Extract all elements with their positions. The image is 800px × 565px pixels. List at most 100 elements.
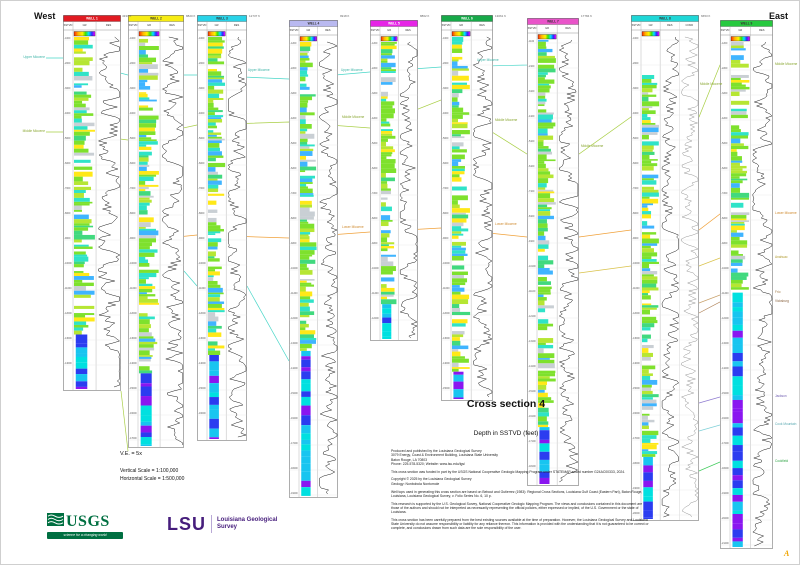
log-curve (319, 41, 338, 495)
svg-text:-4200: -4200 (371, 117, 378, 120)
svg-text:-16200: -16200 (721, 417, 729, 420)
svg-text:-3000: -3000 (198, 87, 205, 90)
svg-text:-12200: -12200 (290, 317, 298, 320)
svg-text:SSTVD: SSTVD (632, 23, 641, 27)
well-panel-9: WELL 9 SSTVD GR RES -1200 -2200 -3200 -4200 -520… (720, 20, 773, 549)
svg-text:RES: RES (479, 23, 485, 27)
well-name: WELL 6 (461, 17, 473, 21)
svg-text:-12000: -12000 (632, 312, 640, 315)
svg-text:-4000: -4000 (198, 112, 205, 115)
svg-text:-15100: -15100 (528, 390, 536, 393)
svg-text:-4200: -4200 (290, 117, 297, 120)
track-header-labels: SSTVD GR RES (129, 23, 175, 27)
usgs-logo: USGS science for a changing world (47, 513, 123, 539)
svg-text:-14000: -14000 (64, 362, 72, 365)
svg-text:RES: RES (234, 23, 240, 27)
svg-text:-2200: -2200 (371, 67, 378, 70)
svg-text:-10200: -10200 (290, 267, 298, 270)
credit-paragraph-3: Copyright © 2025 by the Louisiana Geolog… (391, 477, 472, 486)
svg-text:-5200: -5200 (290, 142, 297, 145)
well-name: WELL 1 (86, 17, 98, 21)
svg-text:-15000: -15000 (129, 387, 137, 390)
svg-text:RES: RES (667, 23, 673, 27)
scale-block: V.E. = 5x Vertical Scale = 1:100,000 Hor… (120, 451, 184, 483)
lithology-track (642, 75, 660, 519)
lsu-divider (211, 515, 212, 533)
well-name: WELL 9 (741, 22, 753, 26)
credits-block: Produced and published by the Louisiana … (391, 449, 651, 534)
svg-text:-4000: -4000 (442, 112, 449, 115)
well-header (441, 15, 493, 22)
svg-text:-11200: -11200 (721, 292, 729, 295)
svg-text:-4000: -4000 (129, 112, 136, 115)
track-header-labels: SSTVD GR RES (290, 28, 331, 32)
svg-text:-12200: -12200 (371, 317, 379, 320)
well-header (63, 15, 121, 22)
track-header-labels: SSTVD GR RES (371, 28, 411, 32)
svg-text:SSTVD: SSTVD (129, 23, 138, 27)
usgs-flag-icon (47, 513, 64, 531)
svg-text:-21200: -21200 (721, 542, 729, 545)
svg-text:SSTVD: SSTVD (442, 23, 451, 27)
svg-text:GR: GR (147, 23, 151, 27)
svg-text:-11000: -11000 (632, 287, 640, 290)
svg-text:-17100: -17100 (528, 440, 536, 443)
well-panel-8: WELL 8 SSTVD GR RES COND -1000 -2000 -3000 -4000… (631, 15, 699, 521)
colorbar (138, 31, 160, 37)
svg-text:-10200: -10200 (371, 267, 379, 270)
svg-text:-1000: -1000 (64, 37, 71, 40)
svg-text:-7100: -7100 (528, 190, 535, 193)
credit-paragraph-5: This research is supported by the U.S. G… (391, 501, 643, 515)
svg-text:SSTVD: SSTVD (198, 23, 207, 27)
svg-text:-3000: -3000 (64, 87, 71, 90)
svg-text:-16000: -16000 (129, 412, 137, 415)
lithology-track (731, 42, 750, 547)
svg-text:-7000: -7000 (198, 187, 205, 190)
well-name: WELL 3 (216, 17, 228, 21)
svg-text:-5200: -5200 (721, 142, 728, 145)
colorbar (537, 34, 557, 40)
svg-text:-5100: -5100 (528, 140, 535, 143)
svg-text:RES: RES (106, 23, 112, 27)
svg-text:GR: GR (649, 23, 653, 27)
colorbar (641, 31, 660, 37)
svg-text:-13000: -13000 (64, 337, 72, 340)
svg-text:-14000: -14000 (129, 362, 137, 365)
svg-text:-3200: -3200 (290, 92, 297, 95)
svg-text:-9000: -9000 (64, 237, 71, 240)
svg-text:-4000: -4000 (632, 112, 639, 115)
svg-text:-18100: -18100 (528, 465, 536, 468)
svg-text:GR: GR (459, 23, 463, 27)
depth-grid: -1000 -2000 -3000 -4000 -5000 -6000 -7000 -8000… (63, 37, 121, 365)
svg-text:-7000: -7000 (632, 187, 639, 190)
well-name: WELL 2 (150, 17, 162, 21)
well-header (527, 18, 579, 25)
svg-text:-7200: -7200 (290, 192, 297, 195)
svg-text:-8000: -8000 (64, 212, 71, 215)
svg-text:RES: RES (759, 28, 765, 32)
svg-text:-3200: -3200 (721, 92, 728, 95)
svg-text:-8000: -8000 (198, 212, 205, 215)
log-curve (661, 36, 680, 518)
svg-text:-17000: -17000 (632, 437, 640, 440)
svg-text:-12200: -12200 (721, 317, 729, 320)
svg-text:-1200: -1200 (290, 42, 297, 45)
east-label: East (769, 11, 789, 21)
svg-text:-5000: -5000 (442, 137, 449, 140)
svg-text:-13000: -13000 (129, 337, 137, 340)
svg-text:-12000: -12000 (442, 312, 450, 315)
lsu-logo: LSU Louisiana Geological Survey (167, 515, 277, 533)
svg-text:-14000: -14000 (198, 362, 206, 365)
svg-text:GR: GR (738, 28, 742, 32)
svg-text:-7200: -7200 (721, 192, 728, 195)
svg-text:-9000: -9000 (198, 237, 205, 240)
log-curve (227, 36, 247, 438)
svg-text:-5000: -5000 (64, 137, 71, 140)
depth-grid: -1200 -2200 -3200 -4200 -5200 -6200 -7200 -8200… (720, 42, 773, 545)
svg-text:-17200: -17200 (290, 442, 298, 445)
svg-text:-6000: -6000 (198, 162, 205, 165)
svg-text:GR: GR (83, 23, 87, 27)
svg-text:-14000: -14000 (442, 362, 450, 365)
svg-text:-10000: -10000 (64, 262, 72, 265)
